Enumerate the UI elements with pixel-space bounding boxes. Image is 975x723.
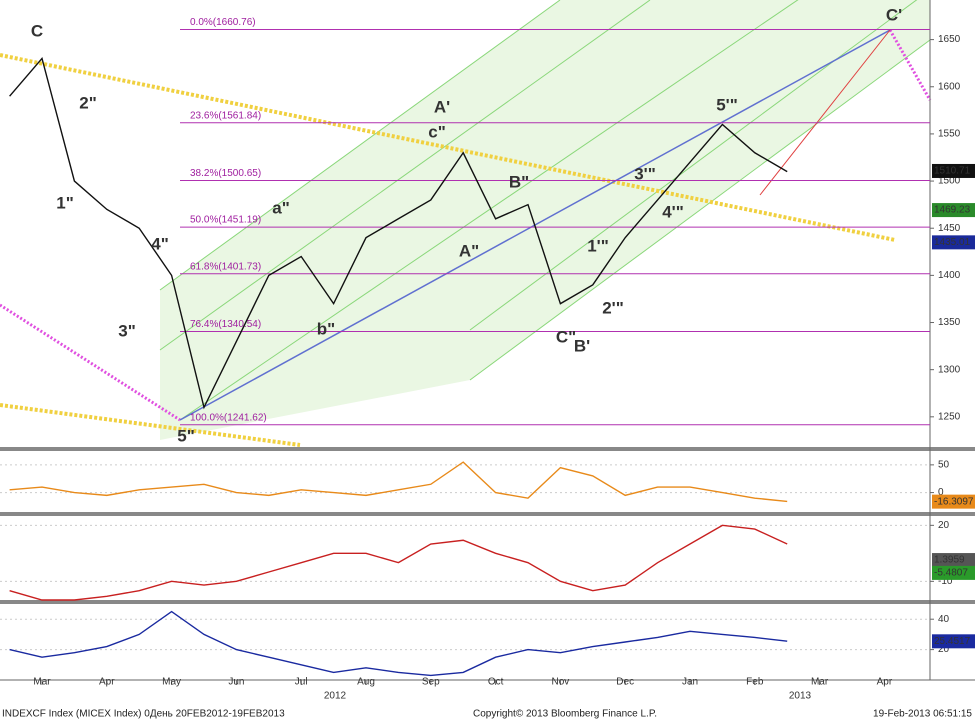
value-tag-label: 1469.23 — [934, 205, 971, 216]
panel-separator — [0, 447, 975, 451]
wave-label: a" — [272, 198, 290, 217]
wave-label: c" — [428, 122, 446, 141]
wave-label: 2" — [79, 93, 97, 112]
fib-label: 76.4%(1340.54) — [190, 319, 261, 330]
footer-right: 19-Feb-2013 06:51:15 — [873, 709, 972, 720]
value-tag-label: -16.3097 — [934, 496, 974, 507]
y-tick-label: 0 — [938, 487, 944, 498]
fib-label: 61.8%(1401.73) — [190, 261, 261, 272]
trend-line — [0, 303, 181, 422]
y-tick-label: 1600 — [938, 81, 961, 92]
x-tick-label: Jan — [682, 677, 698, 688]
panel-separator — [0, 512, 975, 516]
x-tick-label: Mar — [811, 677, 829, 688]
wave-label: A" — [459, 241, 479, 260]
fib-label: 23.6%(1561.84) — [190, 110, 261, 121]
y-tick-label: 1400 — [938, 270, 961, 281]
channel-line — [179, 0, 799, 421]
wave-label: 2'" — [602, 298, 624, 317]
panel-separator — [0, 600, 975, 604]
x-tick-label: May — [162, 677, 181, 688]
value-tag-label: 1510.71 — [934, 166, 971, 177]
y-tick-label: 20 — [938, 644, 950, 655]
value-tag-label: -5.4807 — [934, 568, 968, 579]
wave-label: 4" — [151, 234, 169, 253]
wave-label: 3" — [118, 321, 136, 340]
value-tag-label: 1.3959 — [934, 555, 965, 566]
x-tick-label: Nov — [552, 677, 570, 688]
x-tick-label: Sep — [422, 677, 440, 688]
trend-line — [888, 29, 932, 101]
wave-label: A' — [434, 97, 450, 116]
x-tick-label: Jun — [228, 677, 244, 688]
y-tick-label: 20 — [938, 520, 950, 531]
y-tick-label: 1300 — [938, 364, 961, 375]
value-tag — [932, 235, 975, 250]
y-tick-label: -10 — [938, 576, 953, 587]
wave-label: C" — [556, 327, 576, 346]
year-label: 2012 — [324, 691, 347, 702]
wave-label: 3'" — [634, 164, 656, 183]
value-tag — [932, 203, 975, 218]
fib-label: 50.0%(1451.19) — [190, 215, 261, 226]
wave-label: C — [31, 21, 43, 40]
y-tick-label: 40 — [938, 614, 950, 625]
wave-label: 1'" — [587, 236, 609, 255]
wave-label: 5'" — [716, 95, 738, 114]
wave-label: 4'" — [662, 202, 684, 221]
y-tick-label: 1500 — [938, 176, 961, 187]
wave-label: 1" — [56, 193, 74, 212]
y-tick-label: 1450 — [938, 223, 961, 234]
y-tick-label: 1350 — [938, 317, 961, 328]
channel-line — [469, 39, 931, 381]
y-tick-label: 1650 — [938, 34, 961, 45]
x-tick-label: Dec — [616, 677, 634, 688]
y-tick-label: 1250 — [938, 411, 961, 422]
x-tick-label: Feb — [746, 677, 764, 688]
x-tick-label: Jul — [295, 677, 308, 688]
x-tick-label: Oct — [488, 677, 504, 688]
wave-label: C' — [886, 5, 902, 24]
value-tag — [932, 163, 975, 178]
fib-label: 100.0%(1241.62) — [190, 412, 267, 423]
channel-line — [159, 0, 561, 291]
channels — [0, 0, 932, 447]
y-tick-label: 50 — [938, 460, 950, 471]
value-tag-label: 25.4517 — [934, 636, 971, 647]
value-tag-label: 1435.01 — [934, 237, 971, 248]
price-line — [9, 461, 788, 503]
x-tick-label: Mar — [33, 677, 51, 688]
value-tag — [932, 634, 975, 649]
fib-label: 0.0%(1660.76) — [190, 17, 256, 28]
y-tick-label: 1550 — [938, 129, 961, 140]
year-label: 2013 — [789, 691, 812, 702]
trend-line — [759, 29, 891, 196]
value-tag — [932, 565, 975, 580]
x-tick-label: Apr — [877, 677, 893, 688]
footer-center: Copyright© 2013 Bloomberg Finance L.P. — [473, 709, 657, 720]
price-line — [9, 57, 788, 410]
wave-label: b" — [317, 319, 335, 338]
trend-line — [0, 403, 301, 447]
wave-label: B' — [574, 336, 590, 355]
wave-label: 5" — [177, 426, 195, 445]
trend-line — [0, 53, 896, 242]
value-tag — [932, 553, 975, 568]
x-tick-label: Aug — [357, 677, 375, 688]
channel-line — [159, 0, 651, 351]
price-line — [9, 524, 788, 601]
price-line — [9, 610, 788, 677]
value-tag — [932, 494, 975, 509]
wave-label: B" — [509, 172, 529, 191]
footer-left: INDEXCF Index (MICEX Index) 0День 20FEB2… — [2, 709, 285, 720]
x-tick-label: Apr — [99, 677, 115, 688]
fib-label: 38.2%(1500.65) — [190, 168, 261, 179]
